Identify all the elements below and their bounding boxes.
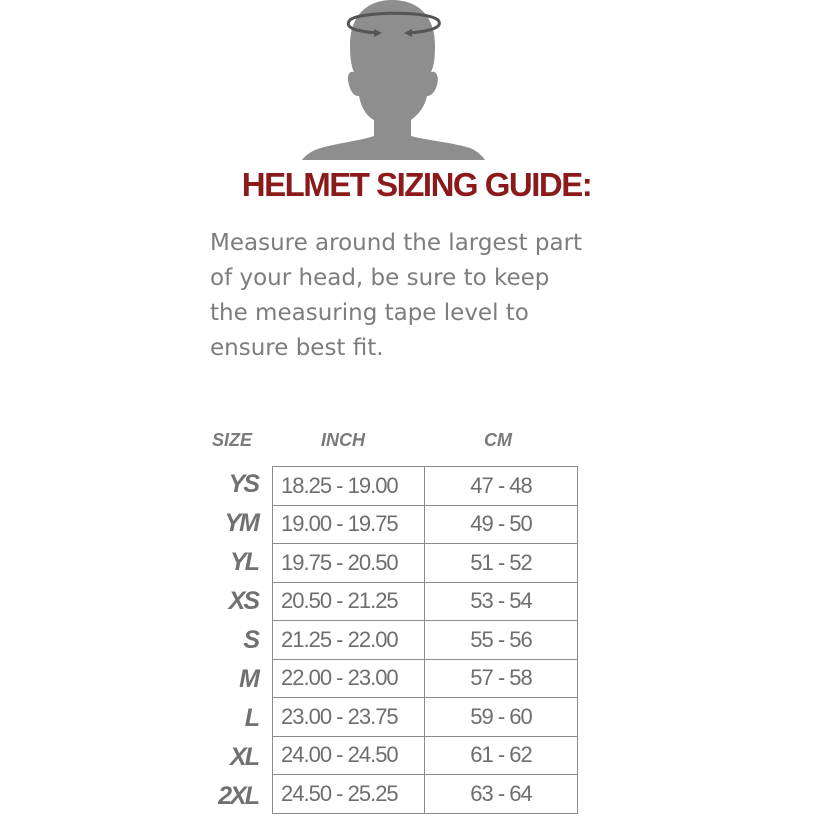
size-label: YS — [228, 470, 260, 498]
size-label: YL — [230, 548, 260, 576]
cm-cell: 49 - 50 — [424, 504, 578, 544]
inch-cell: 24.50 - 25.25 — [272, 774, 425, 814]
cm-cell: 63 - 64 — [424, 774, 578, 814]
size-label: XS — [228, 587, 260, 615]
inch-cell: 20.50 - 21.25 — [272, 581, 425, 621]
inch-cell: 19.75 - 20.50 — [272, 543, 425, 583]
table-row: 24.50 - 25.25 63 - 64 — [272, 774, 578, 814]
size-label: L — [244, 704, 260, 732]
header-size: SIZE — [212, 430, 253, 450]
table-row: 20.50 - 21.25 53 - 54 — [272, 581, 578, 621]
size-label: M — [239, 665, 260, 693]
cm-cell: 51 - 52 — [424, 543, 578, 583]
size-label: YM — [224, 509, 260, 537]
instructions: Measure around the largest part of your … — [210, 226, 650, 366]
instructions-line: the measuring tape level to — [210, 300, 529, 326]
size-label: S — [243, 626, 260, 654]
inch-cell: 24.00 - 24.50 — [272, 735, 425, 775]
table-row: 19.00 - 19.75 49 - 50 — [272, 504, 578, 544]
page-title: HELMET SIZING GUIDE: — [241, 166, 593, 203]
inch-cell: 18.25 - 19.00 — [272, 466, 425, 506]
sizing-table: 18.25 - 19.00 47 - 48 19.00 - 19.75 49 - 50… — [272, 466, 578, 814]
table-row: 23.00 - 23.75 59 - 60 — [272, 697, 578, 737]
cm-cell: 55 - 56 — [424, 620, 578, 660]
table-row: 21.25 - 22.00 55 - 56 — [272, 620, 578, 660]
instructions-line: ensure best fit. — [210, 335, 384, 361]
cm-cell: 57 - 58 — [424, 658, 578, 698]
inch-cell: 21.25 - 22.00 — [272, 620, 425, 660]
cm-cell: 47 - 48 — [424, 466, 578, 506]
instructions-line: Measure around the largest part — [210, 230, 583, 256]
head-measurement-silhouette-icon — [302, 0, 485, 160]
table-row: 18.25 - 19.00 47 - 48 — [272, 466, 578, 506]
header-cm: CM — [484, 430, 512, 450]
table-row: 22.00 - 23.00 57 - 58 — [272, 658, 578, 698]
inch-cell: 23.00 - 23.75 — [272, 697, 425, 737]
cm-cell: 53 - 54 — [424, 581, 578, 621]
inch-cell: 19.00 - 19.75 — [272, 504, 425, 544]
cm-cell: 61 - 62 — [424, 735, 578, 775]
table-row: 19.75 - 20.50 51 - 52 — [272, 543, 578, 583]
size-label: 2XL — [218, 782, 260, 810]
cm-cell: 59 - 60 — [424, 697, 578, 737]
table-row: 24.00 - 24.50 61 - 62 — [272, 735, 578, 775]
header-inch: INCH — [321, 430, 365, 450]
size-label: XL — [230, 743, 260, 771]
inch-cell: 22.00 - 23.00 — [272, 658, 425, 698]
instructions-line: of your head, be sure to keep — [210, 265, 550, 291]
